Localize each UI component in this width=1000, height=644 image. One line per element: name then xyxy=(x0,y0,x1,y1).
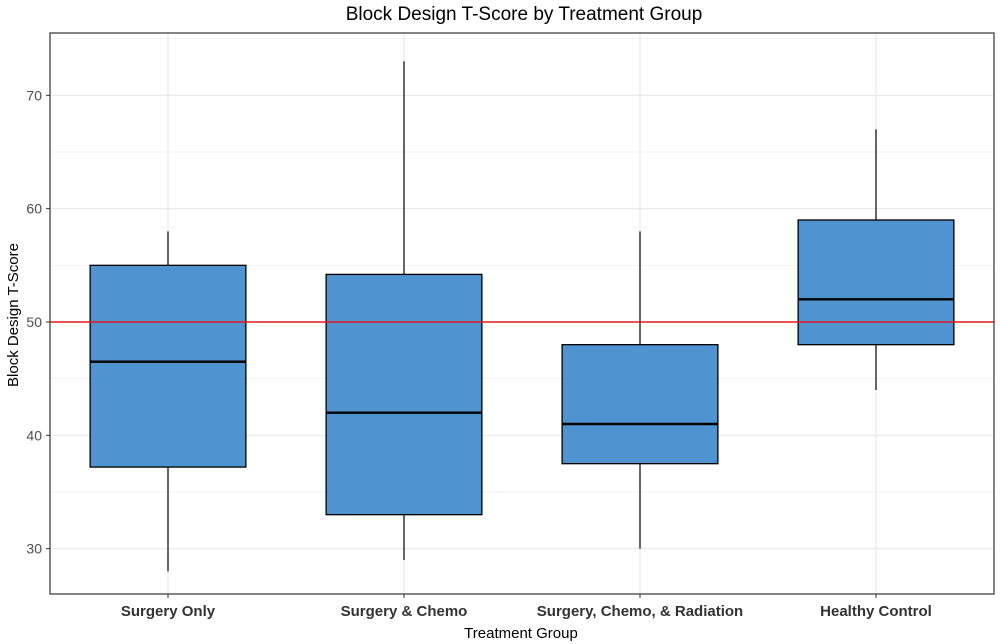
x-axis-ticks: Surgery Only Surgery & Chemo Surgery, Chem… xyxy=(121,594,932,620)
y-tick-label: 60 xyxy=(26,201,42,217)
y-axis-ticks: 30 40 50 60 70 xyxy=(26,87,50,557)
y-tick-label: 40 xyxy=(26,427,42,443)
y-tick-label: 30 xyxy=(26,541,42,557)
y-tick-label: 50 xyxy=(26,314,42,330)
x-tick-label: Surgery & Chemo xyxy=(341,603,468,620)
box-group xyxy=(561,231,719,549)
x-tick-label: Surgery Only xyxy=(121,603,216,620)
box-iqr xyxy=(325,273,483,516)
chart-title: Block Design T-Score by Treatment Group xyxy=(346,4,703,25)
x-tick-label: Healthy Control xyxy=(820,603,932,620)
box-group xyxy=(89,231,247,572)
box-group xyxy=(325,61,483,560)
x-tick-label: Surgery, Chemo, & Radiation xyxy=(537,603,743,620)
plot-panel-border xyxy=(49,32,995,595)
y-axis-title: Block Design T-Score xyxy=(5,243,22,387)
x-axis-title: Treatment Group xyxy=(464,625,578,642)
y-tick-label: 70 xyxy=(26,87,42,103)
box-iqr xyxy=(561,344,719,465)
boxes xyxy=(89,61,955,572)
box-iqr xyxy=(89,264,247,468)
box-iqr xyxy=(797,219,955,346)
box-group xyxy=(797,129,955,390)
